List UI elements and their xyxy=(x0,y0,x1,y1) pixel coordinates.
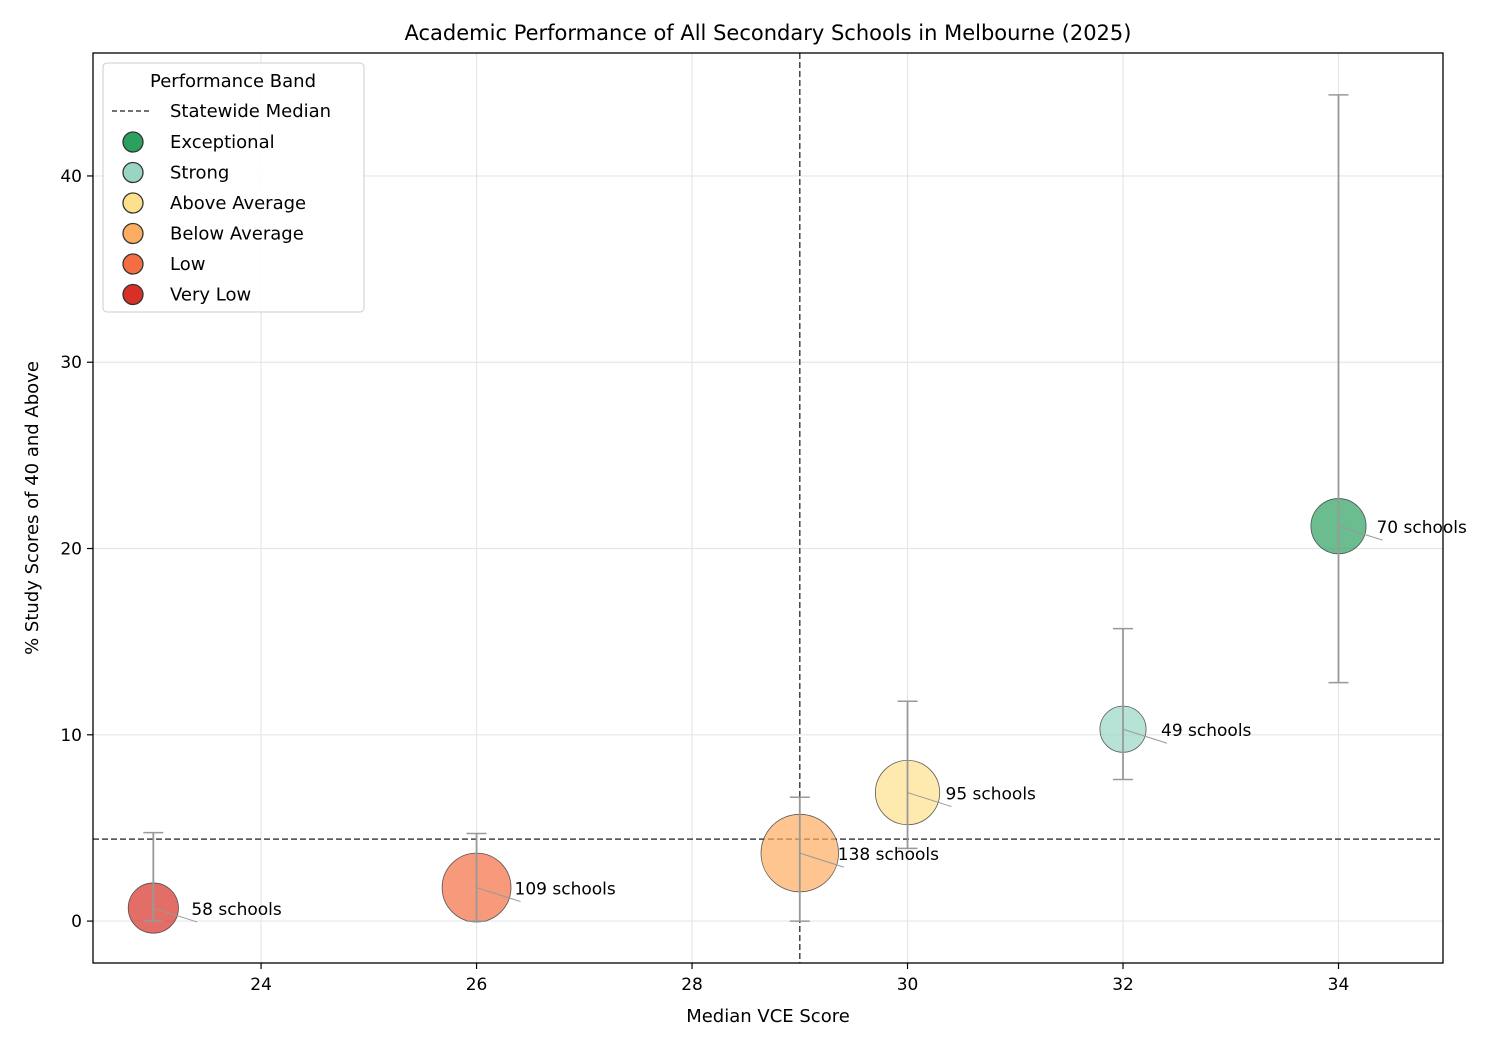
x-tick-label: 24 xyxy=(250,975,272,995)
legend-label: Below Average xyxy=(170,224,304,245)
legend-label: Very Low xyxy=(170,285,251,306)
annotation-leader xyxy=(153,907,198,923)
y-axis-label: % Study Scores of 40 and Above xyxy=(22,361,43,655)
y-tick-label: 30 xyxy=(60,353,82,373)
y-tick-label: 0 xyxy=(71,912,82,932)
legend-label: Low xyxy=(170,254,205,275)
annotation-leader xyxy=(476,887,521,903)
y-tick-label: 40 xyxy=(60,167,82,187)
legend-marker-icon xyxy=(122,131,144,153)
annotation-label: 49 schools xyxy=(1161,721,1252,741)
y-tick-label: 20 xyxy=(60,540,82,560)
annotation-label: 138 schools xyxy=(838,845,939,865)
plot-frame xyxy=(92,52,1444,964)
legend-marker-icon xyxy=(122,222,144,245)
y-tick-label: 10 xyxy=(60,726,82,746)
annotation-label: 58 schools xyxy=(191,900,282,920)
annotation-label: 70 schools xyxy=(1376,518,1467,538)
x-axis-label: Median VCE Score xyxy=(686,1006,850,1027)
legend-marker-icon xyxy=(122,161,144,184)
x-tick-label: 26 xyxy=(466,975,488,995)
legend-marker-icon xyxy=(122,253,144,275)
legend-marker-icon xyxy=(122,283,144,306)
legend-box xyxy=(102,62,365,313)
x-tick-label: 30 xyxy=(897,975,919,995)
legend-label: Strong xyxy=(170,163,229,184)
legend-label: Exceptional xyxy=(170,132,275,153)
x-tick-label: 32 xyxy=(1112,975,1134,995)
legend-label: Above Average xyxy=(170,193,306,214)
x-tick-label: 34 xyxy=(1328,975,1350,995)
annotation-leader xyxy=(907,792,952,808)
annotation-leader xyxy=(1338,525,1383,541)
annotation-label: 95 schools xyxy=(946,785,1037,805)
annotation-label: 109 schools xyxy=(515,880,616,900)
annotation-leader xyxy=(799,852,844,868)
annotation-leader xyxy=(1122,728,1168,744)
chart-title: Academic Performance of All Secondary Sc… xyxy=(405,21,1132,45)
legend-marker-icon xyxy=(122,192,144,214)
legend-median-label: Statewide Median xyxy=(170,101,331,122)
legend: Performance Band Statewide Median Except… xyxy=(102,62,365,313)
x-tick-label: 28 xyxy=(681,975,703,995)
legend-title: Performance Band xyxy=(150,71,316,92)
